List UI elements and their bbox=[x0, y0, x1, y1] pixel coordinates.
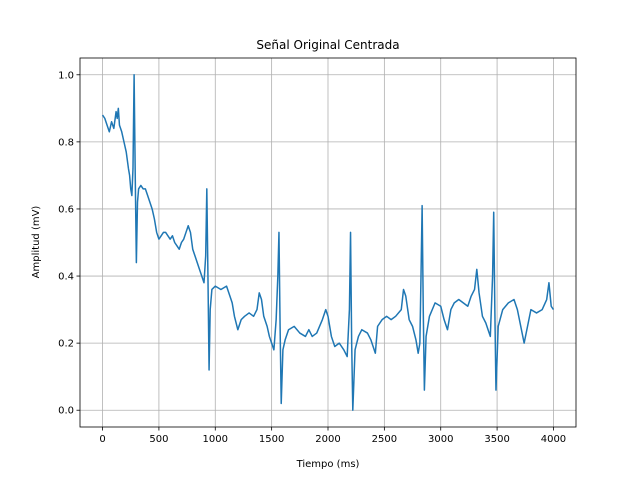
y-tick-label: 0.0 bbox=[58, 406, 74, 417]
x-tick-label: 2000 bbox=[315, 434, 340, 445]
chart-title: Señal Original Centrada bbox=[256, 38, 399, 52]
x-tick-label: 500 bbox=[149, 434, 168, 445]
x-axis-label: Tiempo (ms) bbox=[296, 459, 360, 470]
y-tick-label: 0.8 bbox=[58, 137, 74, 148]
y-tick-label: 0.4 bbox=[58, 272, 74, 283]
x-tick-label: 3000 bbox=[428, 434, 453, 445]
x-tick-label: 1000 bbox=[203, 434, 228, 445]
x-tick-label: 1500 bbox=[259, 434, 284, 445]
y-tick-label: 1.0 bbox=[58, 70, 74, 81]
y-tick-label: 0.6 bbox=[58, 204, 74, 215]
x-tick-label: 0 bbox=[99, 434, 105, 445]
x-tick-label: 3500 bbox=[484, 434, 509, 445]
y-tick-label: 0.2 bbox=[58, 339, 74, 350]
y-axis-label: Amplitud (mV) bbox=[31, 206, 42, 279]
x-tick-label: 4000 bbox=[541, 434, 566, 445]
data-line bbox=[101, 74, 555, 411]
x-tick-label: 2500 bbox=[372, 434, 397, 445]
plot-frame bbox=[79, 57, 577, 428]
